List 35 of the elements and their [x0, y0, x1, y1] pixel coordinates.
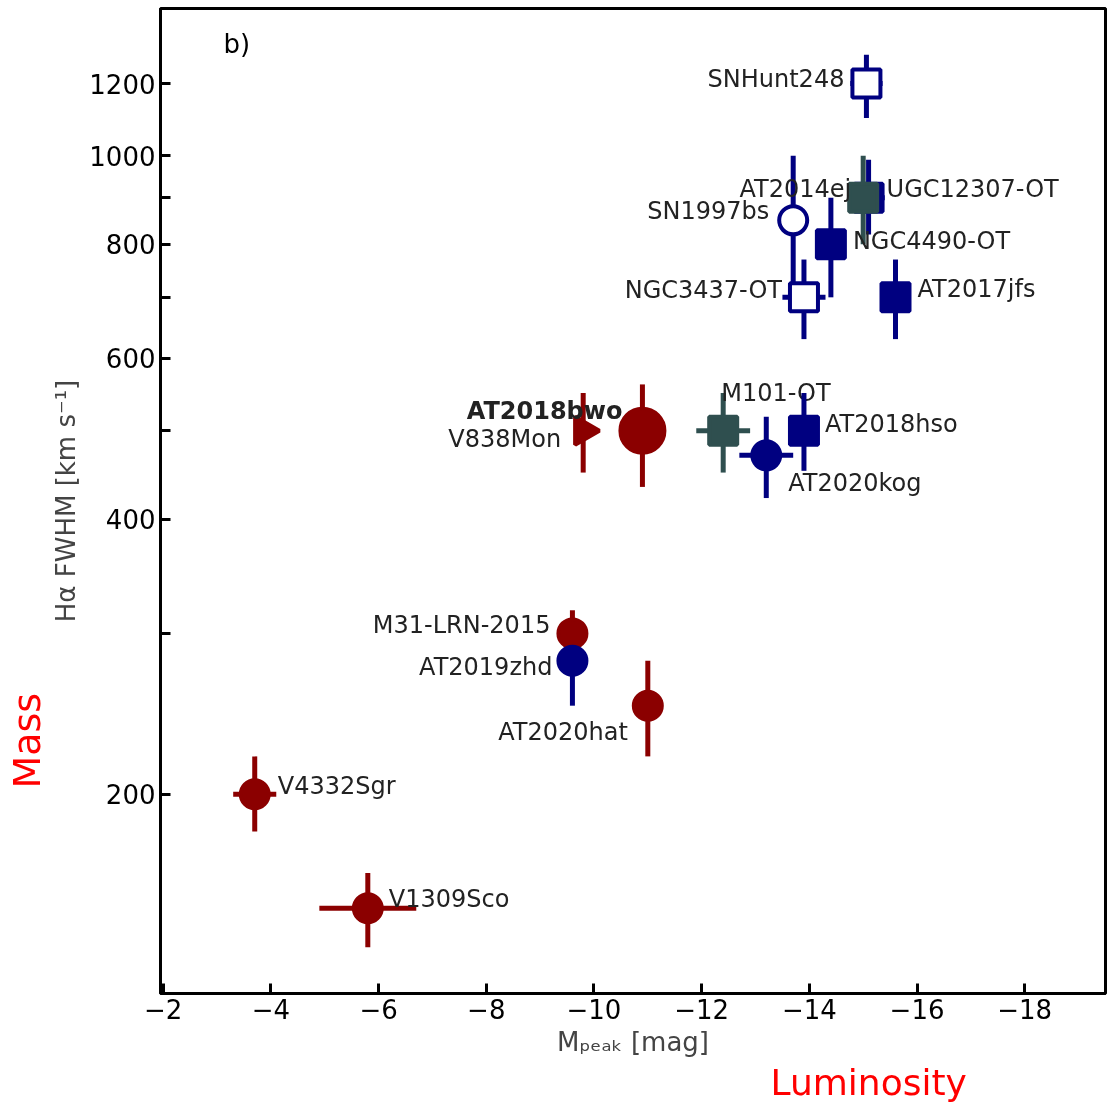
y-tick-label: 200: [105, 780, 156, 811]
text: Luminosity: [770, 1061, 967, 1102]
series-label: NGC3437-OT: [624, 276, 783, 305]
series-label: SNHunt248: [707, 64, 845, 93]
series-label: M101-OT: [721, 378, 831, 407]
series-label: AT2020hat: [498, 717, 628, 746]
series-label: AT2017jfs: [917, 275, 1036, 304]
series-label: SN1997bs: [647, 197, 770, 226]
x-tick-label: −14: [781, 994, 837, 1025]
x-tick-label: −4: [251, 994, 291, 1025]
series-label: V4332Sgr: [277, 772, 396, 801]
y-tick-label: 1200: [89, 69, 156, 100]
x-tick-label: −18: [997, 994, 1053, 1025]
series-label: M31-LRN-2015: [372, 611, 551, 640]
x-tick-label: −12: [674, 994, 730, 1025]
y-tick-label: 1000: [89, 141, 156, 172]
series-label: V1309Sco: [388, 885, 510, 914]
y-tick-label: 800: [105, 230, 156, 261]
y-tick-label: 600: [105, 344, 156, 375]
y-axis-title: Hα FWHM [km s⁻¹]: [51, 379, 82, 623]
x-axis-title: Mₚₑₐₖ [mag]: [557, 1026, 709, 1057]
series-label: AT2019zhd: [419, 652, 553, 681]
x-tick-label: −2: [144, 994, 183, 1025]
y-tick-label: 400: [105, 505, 156, 536]
x-tick-label: −6: [359, 994, 398, 1025]
series-label: V838Mon: [448, 424, 562, 453]
x-tick-label: −8: [467, 994, 506, 1025]
x-tick-label: −16: [889, 994, 945, 1025]
series-label: NGC4490-OT: [852, 227, 1011, 256]
series-label: AT2018hso: [824, 409, 958, 438]
x-tick-label: −10: [566, 994, 622, 1025]
text: Mass: [4, 692, 49, 789]
series-label: UGC12307-OT: [886, 174, 1060, 203]
annotation: b): [223, 28, 251, 59]
series-label: AT2020kog: [788, 469, 922, 498]
